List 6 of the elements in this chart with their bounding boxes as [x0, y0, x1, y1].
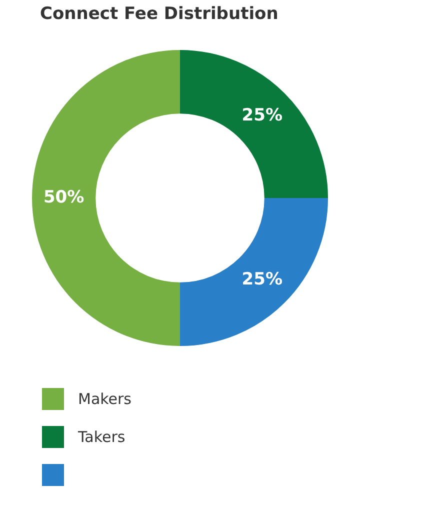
chart-title: Connect Fee Distribution — [40, 4, 278, 24]
legend-label: Takers — [78, 428, 126, 446]
data-label: 50% — [43, 187, 84, 208]
data-label: 25% — [242, 270, 283, 290]
legend-label: Makers — [78, 390, 132, 408]
data-label: 25% — [242, 105, 283, 126]
